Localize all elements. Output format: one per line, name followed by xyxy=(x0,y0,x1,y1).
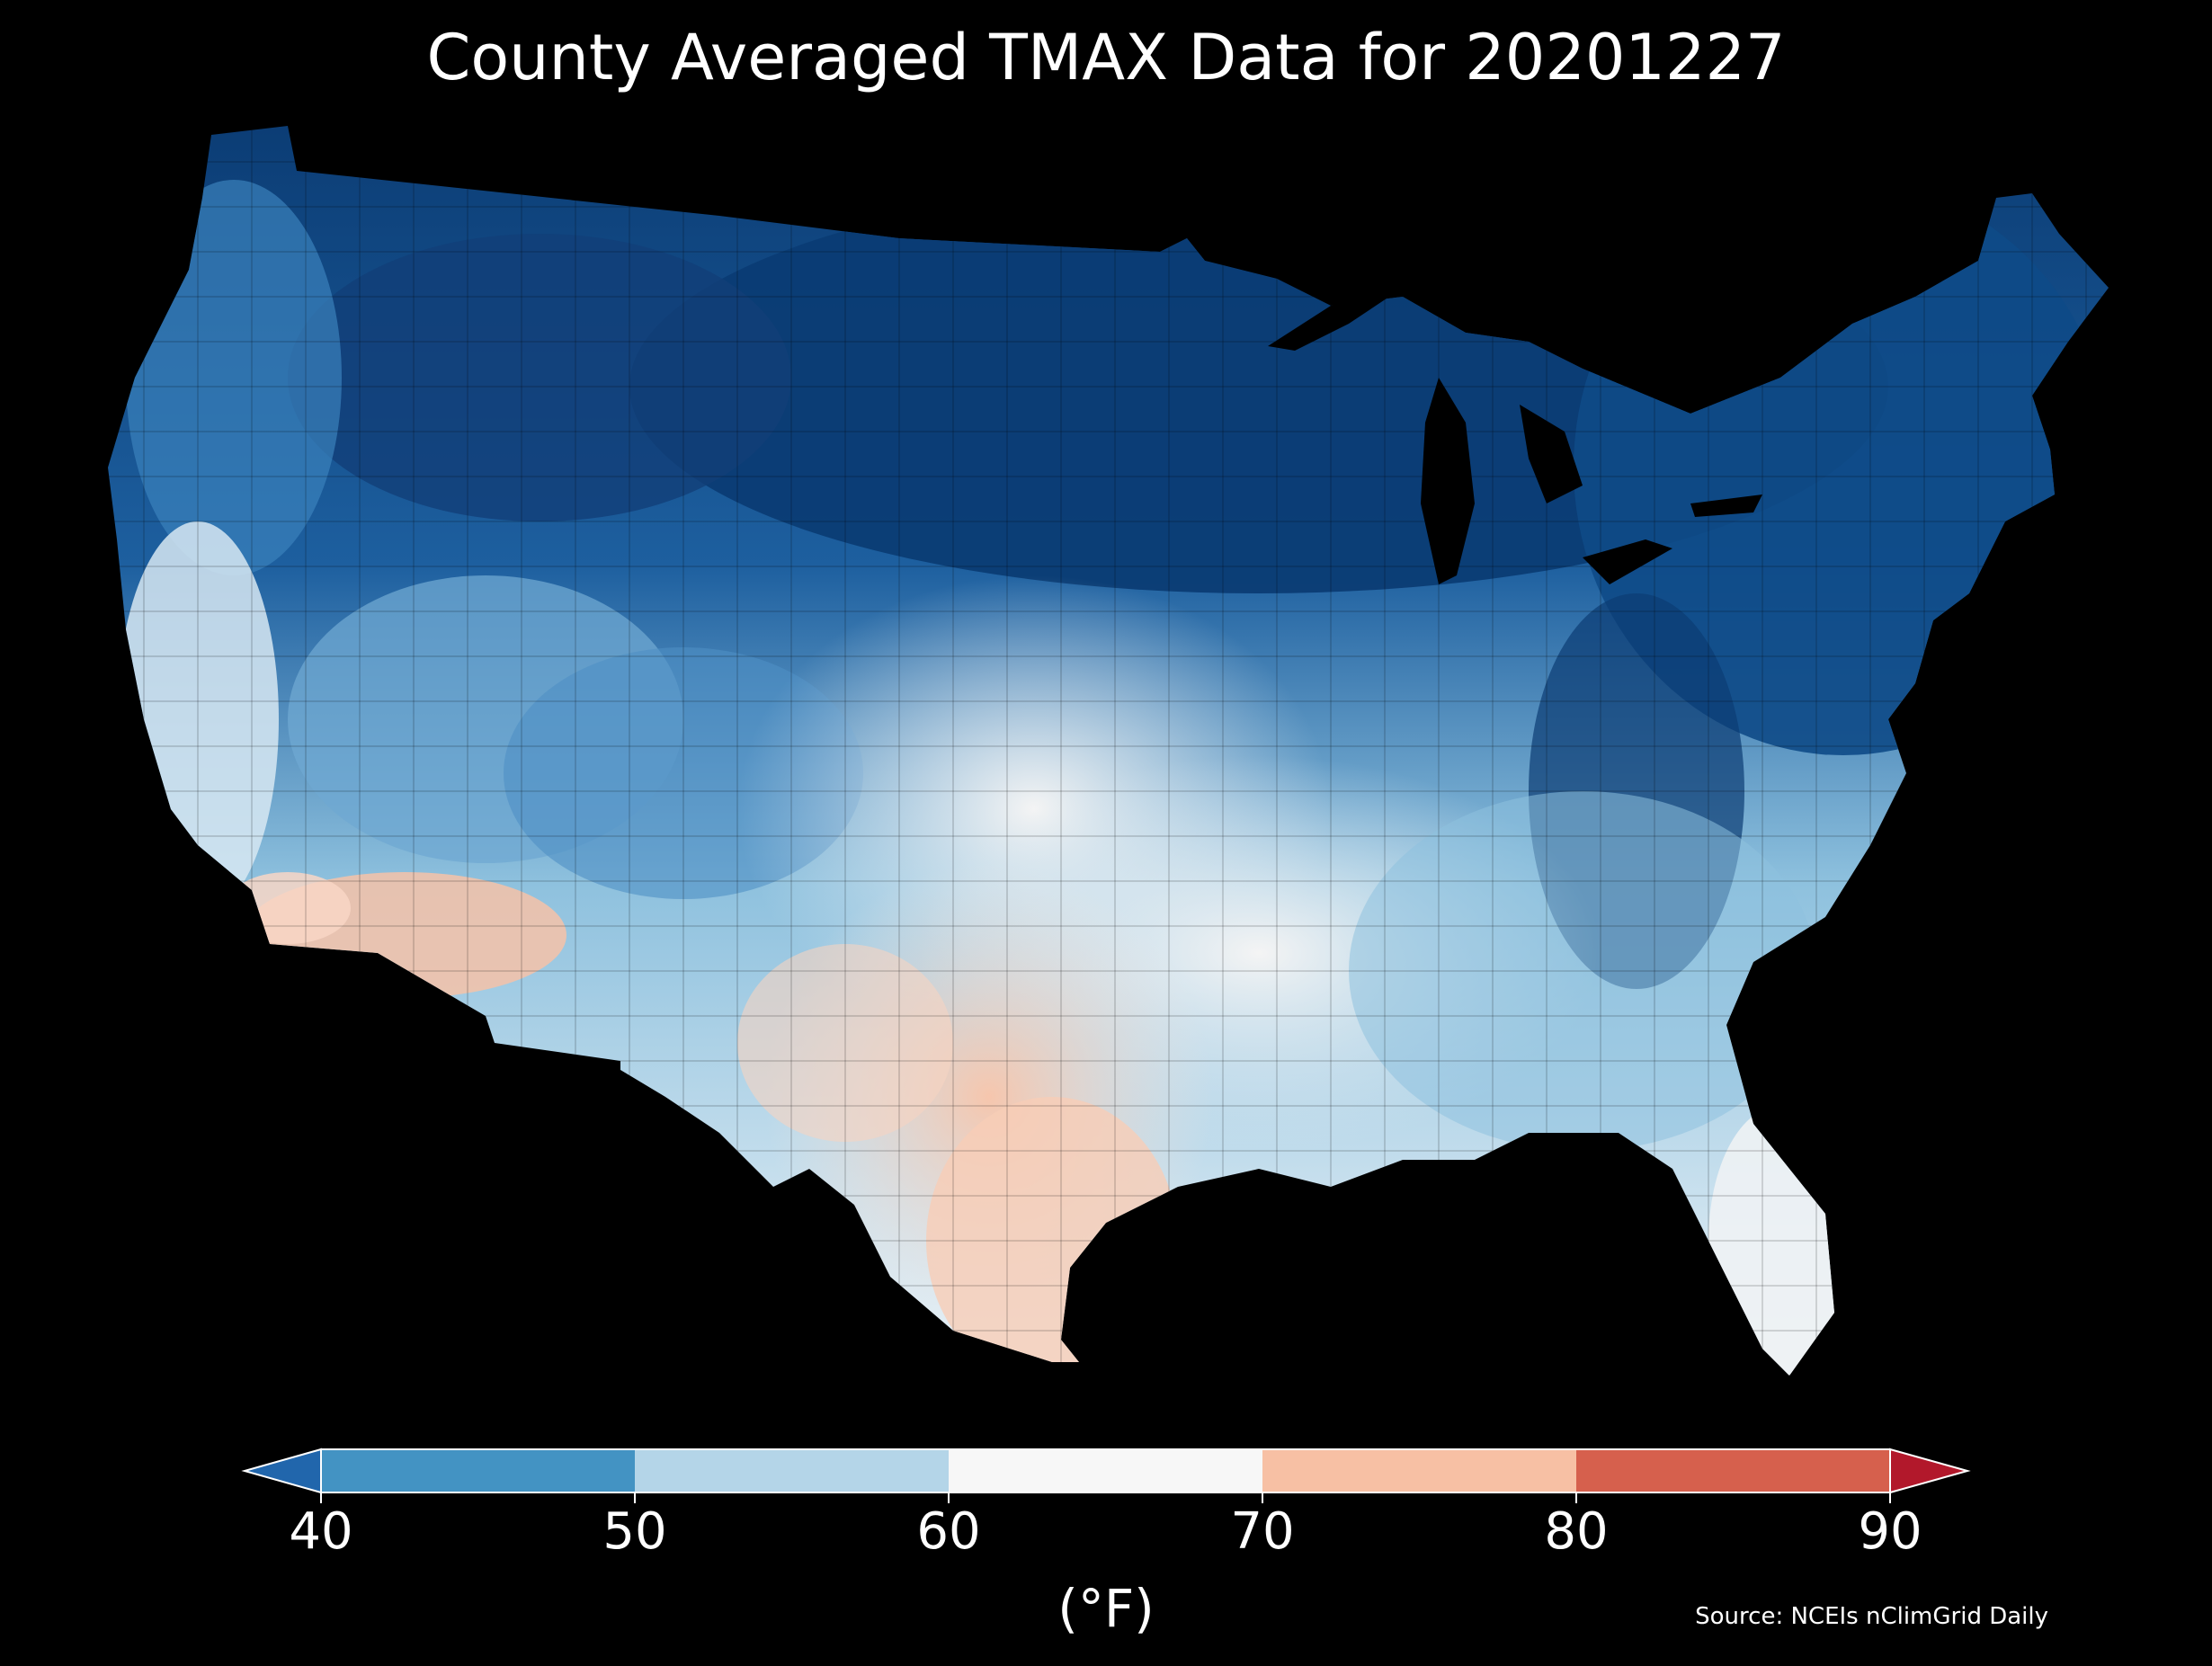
colorbar-outline xyxy=(320,1448,1891,1493)
great-lakes xyxy=(1268,288,1762,584)
colorbar-tick-label: 80 xyxy=(1544,1502,1609,1561)
colorbar-tick-label: 50 xyxy=(602,1502,667,1561)
colorbar-extend-low xyxy=(241,1448,322,1494)
colorbar-tick-label: 60 xyxy=(916,1502,981,1561)
colorbar-bin-80-90 xyxy=(1576,1449,1890,1492)
lake-superior xyxy=(1268,288,1403,351)
lake-erie xyxy=(1583,539,1672,584)
lake-ontario xyxy=(1690,494,1762,517)
lake-huron xyxy=(1520,405,1583,503)
lake-michigan xyxy=(1421,378,1475,584)
colorbar-tick-label: 70 xyxy=(1230,1502,1295,1561)
colorbar-unit-label: (°F) xyxy=(1057,1578,1155,1639)
colorbar-bin-60-70 xyxy=(949,1449,1262,1492)
colorbar-tick-label: 90 xyxy=(1858,1502,1922,1561)
colorbar-tick-label: 40 xyxy=(289,1502,353,1561)
colorbar-bin-70-80 xyxy=(1262,1449,1576,1492)
county-choropleth xyxy=(108,126,2109,1376)
colorbar-bin-40-50 xyxy=(321,1449,635,1492)
colorbar-bin-50-60 xyxy=(635,1449,949,1492)
colorbar xyxy=(241,1448,1971,1503)
map-title: County Averaged TMAX Data for 20201227 xyxy=(426,21,1786,94)
colorbar-extend-high xyxy=(1889,1448,1971,1494)
source-credit: Source: NCEIs nClimGrid Daily xyxy=(1695,1603,2048,1630)
